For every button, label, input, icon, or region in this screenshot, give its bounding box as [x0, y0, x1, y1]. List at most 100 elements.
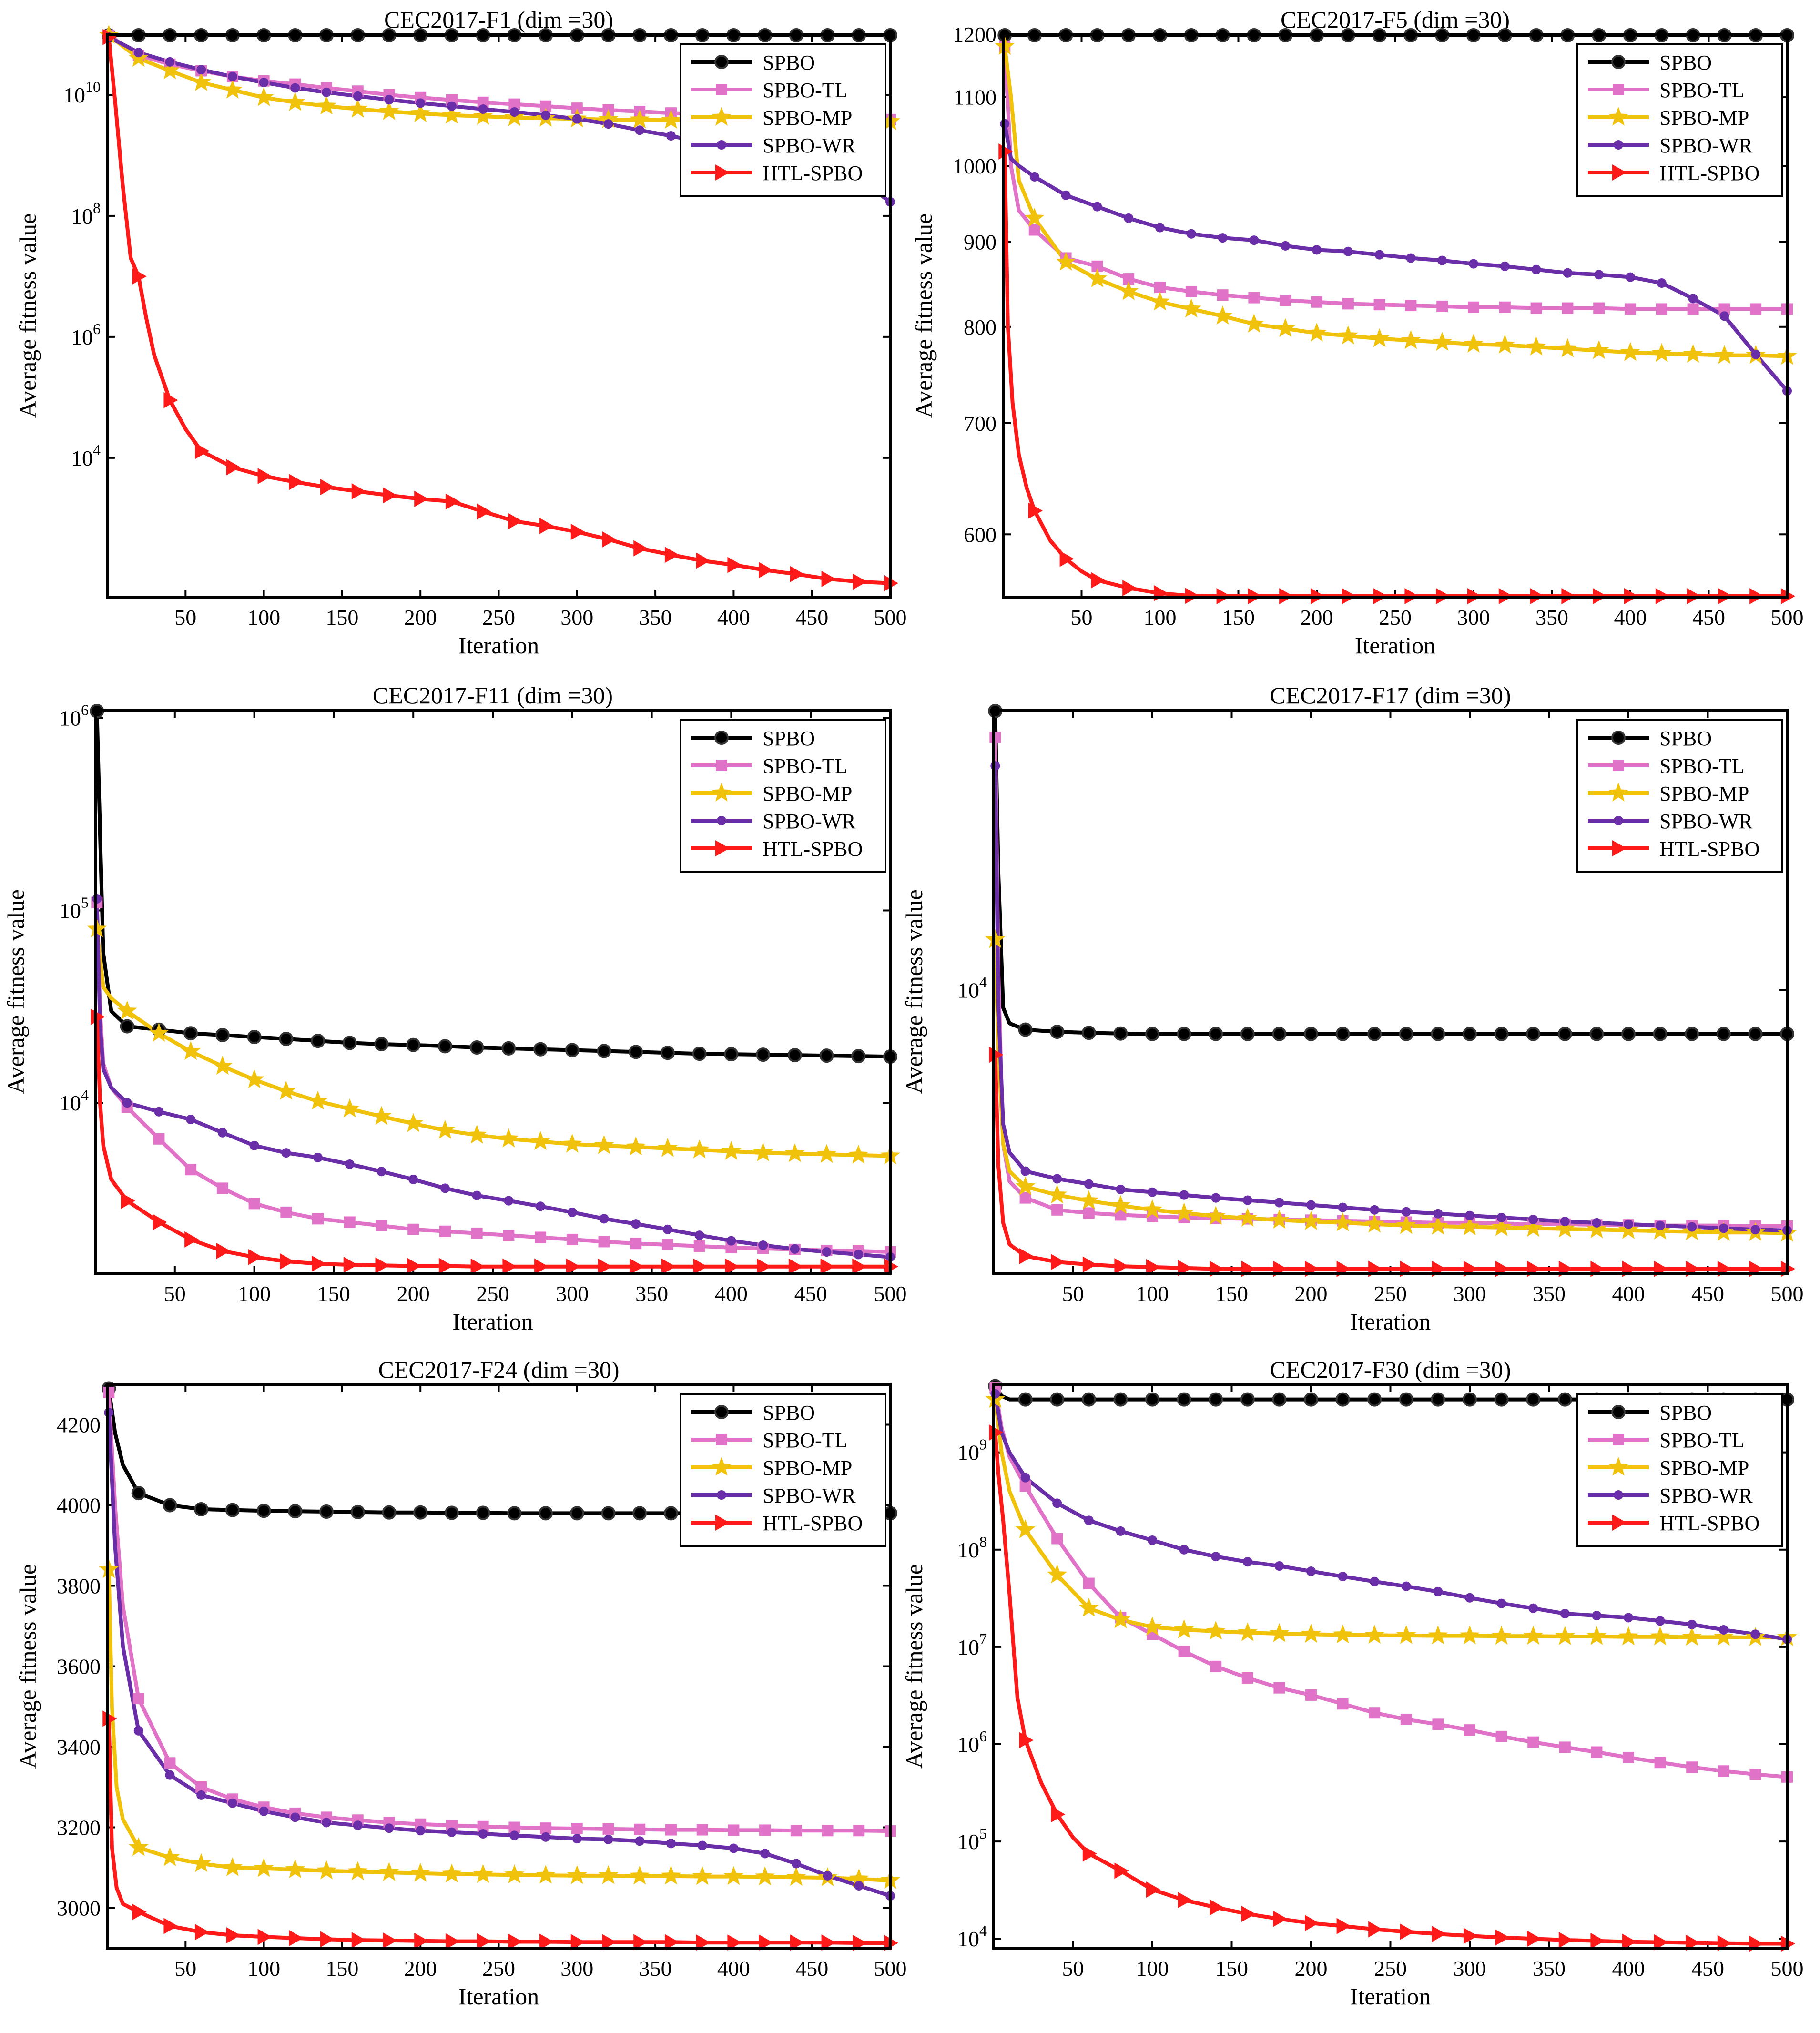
y-tick-label: 3800: [57, 1574, 101, 1598]
data-point: [442, 1863, 462, 1883]
data-point: [120, 1019, 134, 1034]
data-point: [322, 87, 332, 97]
data-point: [1614, 140, 1623, 150]
data-point: [848, 1144, 869, 1164]
data-point: [1305, 1915, 1319, 1931]
data-point: [854, 1250, 864, 1260]
data-point: [279, 1032, 294, 1047]
data-point: [117, 1000, 137, 1020]
y-tick-label: 3600: [57, 1655, 101, 1679]
data-point: [539, 1506, 553, 1521]
data-point: [316, 1860, 336, 1880]
data-point: [1078, 1597, 1099, 1617]
data-point: [1718, 1765, 1729, 1777]
data-point: [1020, 1473, 1030, 1483]
data-point: [1083, 1577, 1095, 1589]
data-point: [1718, 1625, 1728, 1635]
data-point: [1621, 1027, 1636, 1041]
data-point: [1751, 349, 1761, 359]
data-point: [1750, 1629, 1760, 1639]
data-point: [1181, 298, 1201, 318]
chart-panel-2: CEC2017-F5 (dim =30)50 100 150 200 250 300 350…: [910, 6, 1804, 659]
data-point: [257, 1929, 272, 1945]
data-point: [1400, 1923, 1414, 1940]
series-line-htl-spbo: [993, 1055, 1787, 1271]
data-point: [1623, 1751, 1634, 1763]
legend: SPBO SPBO-TL SPBO-MP SPBO-WR HTL-SPBO: [680, 43, 886, 197]
data-point: [572, 114, 582, 124]
data-point: [1114, 1258, 1129, 1275]
data-point: [1237, 1208, 1258, 1227]
data-point: [696, 552, 711, 569]
data-point: [1589, 340, 1609, 359]
x-tick-label: 500: [874, 1956, 907, 1981]
legend-label: SPBO-MP: [1659, 1456, 1749, 1480]
data-point: [635, 125, 645, 135]
data-point: [254, 87, 274, 106]
data-point: [689, 1139, 710, 1159]
data-point: [1611, 1405, 1626, 1419]
x-tick-label: 500: [1771, 1281, 1804, 1306]
chart-title: CEC2017-F17 (dim =30): [1270, 682, 1511, 709]
y-tick-label: 900: [964, 230, 996, 254]
data-point: [1084, 1179, 1094, 1189]
chart-panel-1: CEC2017-F1 (dim =30)50 100 150 200 250 300 350…: [14, 6, 907, 659]
series-layer: [985, 704, 1797, 1277]
data-point: [132, 1903, 147, 1920]
data-point: [602, 531, 617, 548]
data-point: [692, 1866, 712, 1885]
data-point: [721, 1140, 742, 1160]
legend-label: HTL-SPBO: [763, 162, 863, 185]
data-point: [281, 1148, 291, 1158]
data-point: [128, 1837, 149, 1856]
data-point: [1336, 1918, 1351, 1934]
x-tick-label: 200: [1295, 1956, 1328, 1981]
y-tick-label: 3200: [57, 1816, 101, 1840]
data-point: [1495, 1730, 1507, 1742]
data-point: [715, 840, 730, 856]
y-axis-label: Average fitness value: [901, 1564, 927, 1769]
data-point: [1301, 1624, 1321, 1643]
data-point: [353, 91, 363, 101]
data-point: [1432, 1926, 1446, 1942]
data-point: [1494, 1392, 1509, 1407]
data-point: [1155, 223, 1165, 233]
data-point: [716, 1434, 727, 1445]
data-point: [1558, 1931, 1573, 1948]
data-point: [227, 1798, 237, 1808]
data-point: [351, 1932, 366, 1949]
x-tick-label: 450: [795, 605, 828, 630]
data-point: [1685, 1027, 1699, 1041]
data-point: [1273, 1682, 1285, 1694]
data-point: [530, 1131, 550, 1150]
series-line-spbo-wr: [993, 1393, 1788, 1641]
data-point: [696, 1934, 711, 1951]
data-point: [477, 503, 491, 520]
data-point: [1206, 1621, 1226, 1640]
data-point: [416, 1826, 426, 1836]
legend: SPBO SPBO-TL SPBO-MP SPBO-WR HTL-SPBO: [680, 1393, 886, 1547]
data-point: [133, 48, 143, 58]
data-point: [213, 1056, 233, 1075]
y-axis-label: Average fitness value: [2, 889, 29, 1094]
legend-label: SPBO-WR: [763, 134, 856, 157]
data-point: [757, 1258, 772, 1275]
x-tick-label: 50: [174, 1956, 196, 1981]
x-tick-label: 50: [174, 605, 196, 630]
x-tick-label: 50: [1071, 605, 1093, 630]
legend-label: SPBO-WR: [763, 1484, 856, 1507]
data-point: [344, 1216, 356, 1228]
data-point: [666, 131, 676, 141]
data-point: [1028, 502, 1043, 519]
data-point: [1399, 1027, 1413, 1041]
data-point: [539, 1933, 554, 1950]
data-point: [285, 91, 305, 111]
legend-label: SPBO-WR: [763, 810, 856, 833]
data-point: [562, 1133, 582, 1153]
data-point: [1145, 1027, 1159, 1041]
data-point: [1436, 300, 1448, 312]
data-point: [478, 104, 488, 114]
data-point: [666, 1839, 676, 1849]
data-point: [759, 1824, 771, 1836]
chart-panel-3: CEC2017-F11 (dim =30) 50 100 150 200 250 300 35…: [2, 682, 907, 1335]
